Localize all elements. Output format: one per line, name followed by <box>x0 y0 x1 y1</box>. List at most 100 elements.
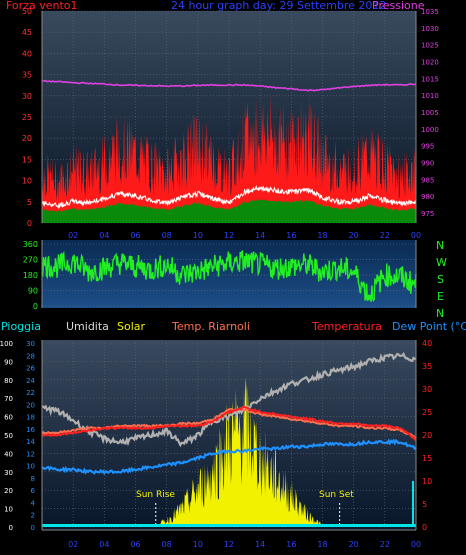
compass-w: W <box>436 256 447 269</box>
bottom-x-tick: 14 <box>255 540 265 549</box>
solar-y-tick: 4 <box>31 499 36 507</box>
wind-y-tick: 40 <box>22 49 32 58</box>
sun-set-label: Sun Set <box>319 490 354 500</box>
pressure-y-tick: 1035 <box>421 8 439 16</box>
bottom-x-tick: 20 <box>349 540 359 549</box>
wind-speed-line <box>41 184 417 210</box>
direction-y-tick: 90 <box>28 287 38 296</box>
legend-dew-point: Dew Point (°C) <box>392 320 466 333</box>
top-x-tick: 02 <box>68 231 78 240</box>
solar-y-tick: 8 <box>31 475 35 483</box>
top-x-tick: 04 <box>99 231 109 240</box>
bottom-x-tick: 18 <box>317 540 327 549</box>
pressure-y-tick: 1010 <box>421 92 439 100</box>
top-x-tick: 20 <box>349 231 359 240</box>
temperature-y-tick: 20 <box>422 431 432 440</box>
wind-y-tick: 0 <box>27 219 32 228</box>
humidity-y-tick: 30 <box>4 469 13 477</box>
solar-y-tick: 28 <box>26 352 35 360</box>
direction-y-tick: 180 <box>23 271 38 280</box>
wind-y-tick: 25 <box>22 113 32 122</box>
legend-umidita: Umidita <box>66 320 109 333</box>
wind-y-tick: 50 <box>22 7 32 16</box>
compass-n-bottom: N <box>436 307 445 320</box>
pressure-y-tick: 1020 <box>421 58 439 66</box>
compass-e: E <box>437 290 444 303</box>
temperature-y-tick: 35 <box>422 362 432 371</box>
pressure-y-tick: 1030 <box>421 25 439 33</box>
wind-series-title: Forza vento1 <box>6 0 78 12</box>
temperature-line <box>41 405 417 441</box>
pressure-y-tick: 1000 <box>421 126 439 134</box>
bottom-x-tick: 00 <box>411 540 421 549</box>
top-x-tick: 06 <box>130 231 140 240</box>
solar-y-tick: 30 <box>26 340 35 348</box>
pressure-y-tick: 1005 <box>421 109 439 117</box>
temperature-y-tick: 10 <box>422 477 432 486</box>
direction-y-tick: 0 <box>33 302 38 311</box>
top-x-tick: 12 <box>224 231 234 240</box>
direction-y-tick: 270 <box>23 256 38 265</box>
mid-plot-background <box>42 240 416 308</box>
humidity-y-tick: 50 <box>4 432 13 440</box>
bottom-x-tick: 06 <box>130 540 140 549</box>
solar-y-tick: 2 <box>31 512 35 520</box>
direction-y-tick: 360 <box>23 240 38 249</box>
solar-y-tick: 20 <box>26 401 35 409</box>
bottom-x-tick: 12 <box>224 540 234 549</box>
top-x-tick: 00 <box>411 231 421 240</box>
legend-temperatura: Temperatura <box>312 320 382 333</box>
humidity-y-tick: 100 <box>0 340 13 348</box>
rain-spike <box>412 481 414 527</box>
temperature-y-tick: 40 <box>422 339 432 348</box>
wind-y-tick: 20 <box>22 134 32 143</box>
solar-y-tick: 14 <box>26 438 35 446</box>
pressure-y-tick: 995 <box>421 143 434 151</box>
humidity-y-tick: 90 <box>4 358 13 366</box>
pressure-y-tick: 980 <box>421 193 434 201</box>
wind-gust-area <box>42 94 416 223</box>
wind-y-tick: 45 <box>22 28 32 37</box>
compass-s: S <box>437 273 444 286</box>
humidity-y-tick: 60 <box>4 414 13 422</box>
humidity-y-tick: 0 <box>9 524 13 532</box>
solar-y-tick: 16 <box>26 426 35 434</box>
solar-y-tick: 12 <box>26 450 35 458</box>
bottom-x-tick: 22 <box>380 540 390 549</box>
dew-point-line <box>42 438 417 476</box>
chart-title: 24 hour graph day: 29 Settembre 2012 <box>171 0 387 12</box>
solar-y-tick: 0 <box>31 524 35 532</box>
temperature-y-tick: 0 <box>422 523 427 532</box>
solar-y-tick: 6 <box>31 487 36 495</box>
humidity-y-tick: 40 <box>4 450 13 458</box>
solar-y-tick: 18 <box>26 414 35 422</box>
wind-y-tick: 30 <box>22 92 32 101</box>
humidity-y-tick: 10 <box>4 506 13 514</box>
solar-y-tick: 26 <box>26 365 35 373</box>
legend-solar: Solar <box>117 320 146 333</box>
bottom-x-tick: 02 <box>68 540 78 549</box>
bottom-x-tick: 04 <box>99 540 109 549</box>
wind-y-tick: 10 <box>22 177 32 186</box>
top-x-tick: 10 <box>193 231 203 240</box>
top-x-tick: 16 <box>286 231 296 240</box>
temperature-y-tick: 25 <box>422 408 432 417</box>
rain-bar <box>42 524 416 527</box>
pressure-line <box>42 79 417 92</box>
top-x-tick: 22 <box>380 231 390 240</box>
pressure-y-tick: 1015 <box>421 75 439 83</box>
top-x-tick: 18 <box>317 231 327 240</box>
pressure-y-tick: 985 <box>421 176 434 184</box>
pressure-series-title: Pressione <box>372 0 425 12</box>
humidity-y-tick: 80 <box>4 377 13 385</box>
temperature-y-tick: 15 <box>422 454 432 463</box>
wind-y-tick: 5 <box>27 198 32 207</box>
legend-temp-riarnoli: Temp. Riarnoli <box>172 320 250 333</box>
pressure-y-tick: 975 <box>421 210 434 218</box>
wind-y-tick: 15 <box>22 155 32 164</box>
bottom-x-tick: 10 <box>193 540 203 549</box>
wind-direction-line <box>41 249 417 303</box>
humidity-y-tick: 20 <box>4 487 13 495</box>
wind-y-tick: 35 <box>22 71 32 80</box>
